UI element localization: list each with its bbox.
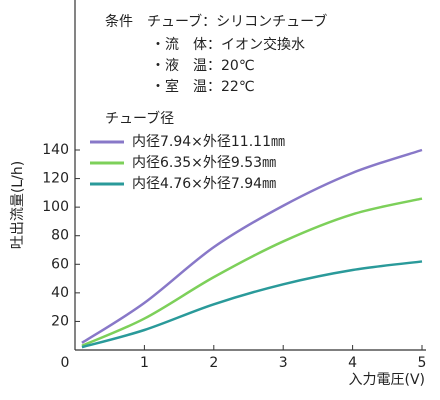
legend-title: チューブ径 xyxy=(105,110,174,127)
x-tick-label: 3 xyxy=(279,355,288,371)
data-line xyxy=(81,148,423,344)
y-axis-label: 吐出流量(L/h) xyxy=(10,161,26,249)
legend-label: 内径7.94×外径11.11㎜ xyxy=(132,134,285,150)
y-tick-label: 20 xyxy=(51,313,69,329)
annotation: ・流 体：イオン交換水 xyxy=(151,36,305,53)
annotation: 条件 チューブ：シリコンチューブ xyxy=(105,13,327,30)
x-tick-label: 1 xyxy=(140,355,149,371)
data-line xyxy=(81,197,423,347)
x-tick-label: 4 xyxy=(348,355,357,371)
y-tick-label: 60 xyxy=(51,256,69,272)
x-axis-label: 入力電圧(V) xyxy=(348,372,425,388)
annotation: ・液 温：20℃ xyxy=(151,58,255,74)
legend-label: 内径4.76×外径7.94㎜ xyxy=(132,176,276,192)
y-tick-label: 120 xyxy=(42,171,69,187)
annotation: ・室 温：22℃ xyxy=(151,78,255,95)
y-tick-label: 140 xyxy=(42,142,69,158)
y-tick-label: 40 xyxy=(51,285,69,301)
legend-label: 内径6.35×外径9.53㎜ xyxy=(132,155,276,171)
y-tick-label: 80 xyxy=(51,228,69,244)
data-line xyxy=(81,260,423,349)
x-tick-label: 0 xyxy=(61,355,70,371)
x-tick-label: 5 xyxy=(418,355,427,371)
y-tick-label: 100 xyxy=(42,199,69,215)
x-tick-label: 2 xyxy=(209,355,218,371)
